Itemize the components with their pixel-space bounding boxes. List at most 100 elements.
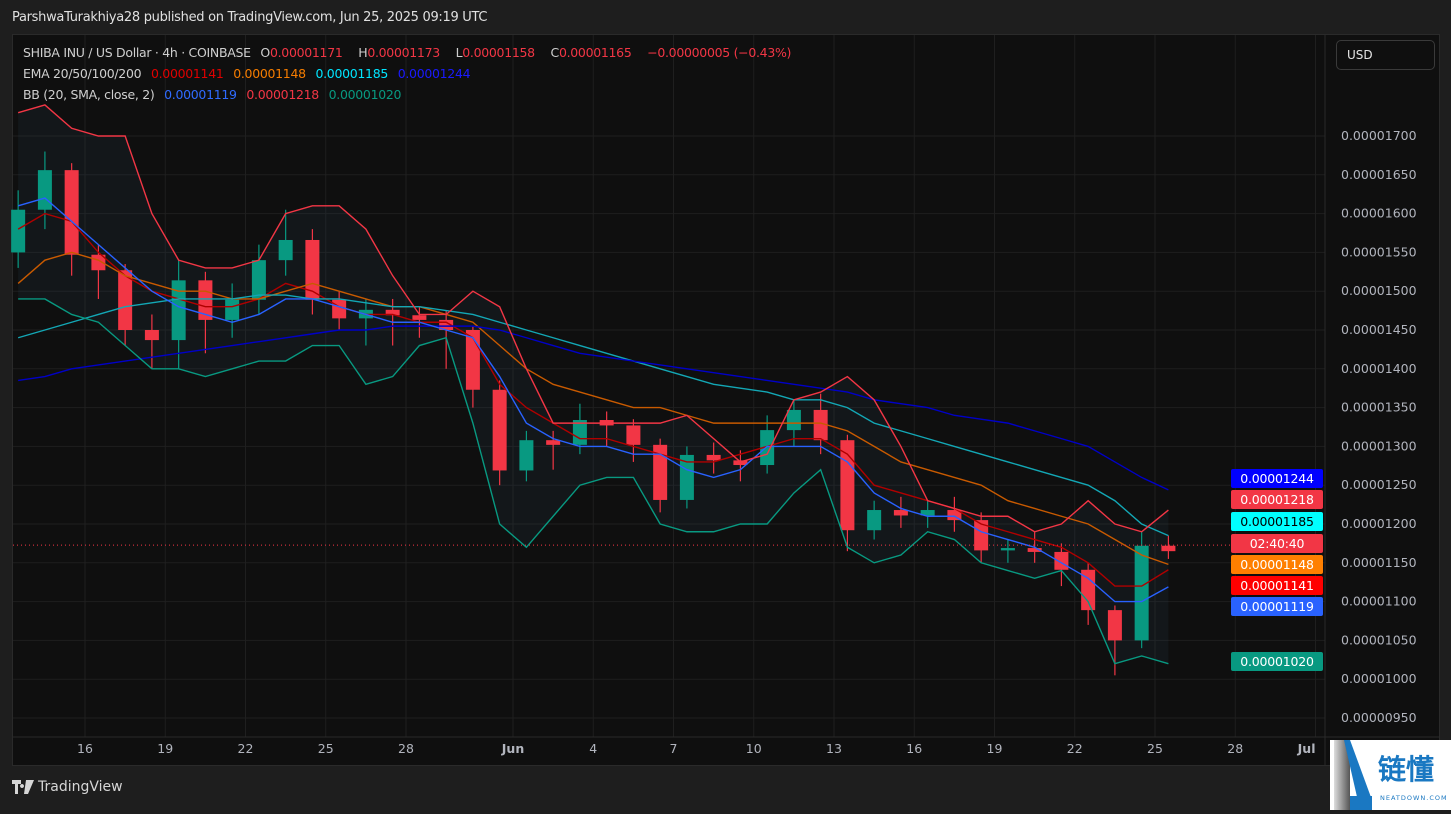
candle-up (760, 430, 775, 466)
bb-upper-value: 0.00001218 (246, 87, 319, 102)
price-axis-label: 0.00001150 (1341, 555, 1417, 570)
open-value: 0.00001171 (269, 45, 343, 60)
price-axis-label: 0.00001500 (1341, 283, 1417, 298)
tradingview-logo-icon (12, 780, 34, 794)
bb-basis-price-tag: 0.00001119 (1231, 597, 1323, 616)
candle-down (840, 440, 855, 531)
bb-lower-value: 0.00001020 (328, 87, 402, 102)
line-bb-upper (17, 104, 1169, 533)
candle-down (813, 409, 828, 441)
low-value: 0.00001158 (462, 45, 535, 60)
price-axis-label: 0.00001550 (1341, 244, 1417, 259)
time-axis-label: 19 (987, 741, 1003, 756)
line-ema100 (17, 294, 1169, 537)
price-axis-label: 0.00001400 (1341, 361, 1417, 376)
candle-down (546, 440, 561, 445)
chart-panel[interactable] (12, 34, 1440, 766)
candle-down (118, 270, 133, 330)
candle-down (64, 170, 79, 255)
candle-down (974, 520, 989, 551)
candle-down (626, 425, 641, 445)
price-axis-label: 0.00001200 (1341, 516, 1417, 531)
time-axis-label: 28 (1227, 741, 1243, 756)
bb-basis-value: 0.00001119 (164, 87, 237, 102)
neatdown-logo-icon (1334, 740, 1372, 810)
price-axis-label: 0.00001000 (1341, 671, 1417, 686)
tradingview-brand[interactable]: TradingView (12, 779, 123, 795)
time-axis-label: 25 (318, 741, 334, 756)
time-axis-label: 13 (826, 741, 842, 756)
time-axis-label: 22 (238, 741, 254, 756)
symbol-legend: SHIBA INU / US Dollar · 4h · COINBASE O0… (23, 45, 797, 60)
candle-down (1027, 548, 1042, 552)
time-axis-label: Jul (1297, 741, 1316, 756)
high-label: H (358, 45, 368, 60)
candle-down (439, 319, 454, 330)
candle-up (920, 510, 935, 516)
candle-down (706, 454, 721, 461)
watermark-sub: NEATDOWN.COM (1380, 794, 1448, 802)
time-axis-label: 25 (1147, 741, 1163, 756)
ema200-value: 0.00001244 (397, 66, 471, 81)
candle-up (519, 440, 534, 471)
candle-up (225, 299, 240, 320)
candle-up (1000, 548, 1015, 551)
candle-down (198, 280, 213, 320)
candle-down (144, 330, 159, 341)
ema100-value: 0.00001185 (315, 66, 389, 81)
time-axis-label: 22 (1067, 741, 1083, 756)
change-value: −0.00000005 (−0.43%) (647, 45, 792, 60)
line-ema200 (18, 325, 1169, 491)
price-axis-label: 0.00001050 (1341, 632, 1417, 647)
candle-up (11, 209, 26, 253)
price-axis-label: 0.00000950 (1341, 710, 1417, 725)
candle-down (1081, 569, 1096, 611)
time-axis-label: 16 (77, 741, 93, 756)
ema20-price-tag: 0.00001141 (1231, 576, 1323, 595)
candle-down (893, 510, 908, 516)
price-axis-label: 0.00001300 (1341, 438, 1417, 453)
bb-label: BB (20, SMA, close, 2) (23, 87, 155, 102)
candle-up (679, 454, 694, 500)
bb-lower-price-tag: 0.00001020 (1231, 652, 1323, 671)
ema100-price-tag: 0.00001185 (1231, 512, 1323, 531)
candle-down (1161, 545, 1176, 552)
time-axis-label: 19 (157, 741, 173, 756)
candle-down (947, 510, 962, 521)
currency-button[interactable]: USD (1336, 40, 1435, 70)
countdown-tag: 02:40:40 (1231, 534, 1323, 553)
time-axis-label: 10 (746, 741, 762, 756)
ema-label: EMA 20/50/100/200 (23, 66, 142, 81)
candle-up (37, 170, 52, 210)
line-ema50 (17, 251, 1169, 566)
watermark-text: 链懂 (1378, 753, 1435, 786)
candle-down (412, 315, 427, 320)
neatdown-watermark: 链懂 NEATDOWN.COM (1330, 740, 1451, 810)
candle-down (385, 309, 400, 316)
ema50-value: 0.00001148 (233, 66, 306, 81)
candle-up (278, 239, 293, 261)
time-axis-label: 7 (670, 741, 678, 756)
price-axis-label: 0.00001700 (1341, 128, 1417, 143)
ema-legend[interactable]: EMA 20/50/100/200 0.00001141 0.00001148 … (23, 66, 476, 81)
line-bb-lower (18, 298, 1169, 665)
symbol-title: SHIBA INU / US Dollar · 4h · COINBASE (23, 45, 251, 60)
candle-down (1107, 610, 1122, 641)
candle-down (332, 299, 347, 319)
close-value: 0.00001165 (558, 45, 632, 60)
time-axis-label: 4 (589, 741, 597, 756)
brand-label: TradingView (38, 779, 123, 795)
candle-down (492, 389, 507, 471)
open-label: O (260, 45, 270, 60)
price-axis-label: 0.00001250 (1341, 477, 1417, 492)
price-axis-label: 0.00001450 (1341, 322, 1417, 337)
price-axis-label: 0.00001350 (1341, 400, 1417, 415)
time-axis-label: 16 (906, 741, 922, 756)
high-value: 0.00001173 (367, 45, 440, 60)
candle-up (171, 280, 186, 341)
bb-legend[interactable]: BB (20, SMA, close, 2) 0.00001119 0.0000… (23, 87, 407, 102)
ema20-value: 0.00001141 (150, 66, 224, 81)
close-label: C (550, 45, 560, 60)
time-axis-label: Jun (501, 741, 524, 756)
